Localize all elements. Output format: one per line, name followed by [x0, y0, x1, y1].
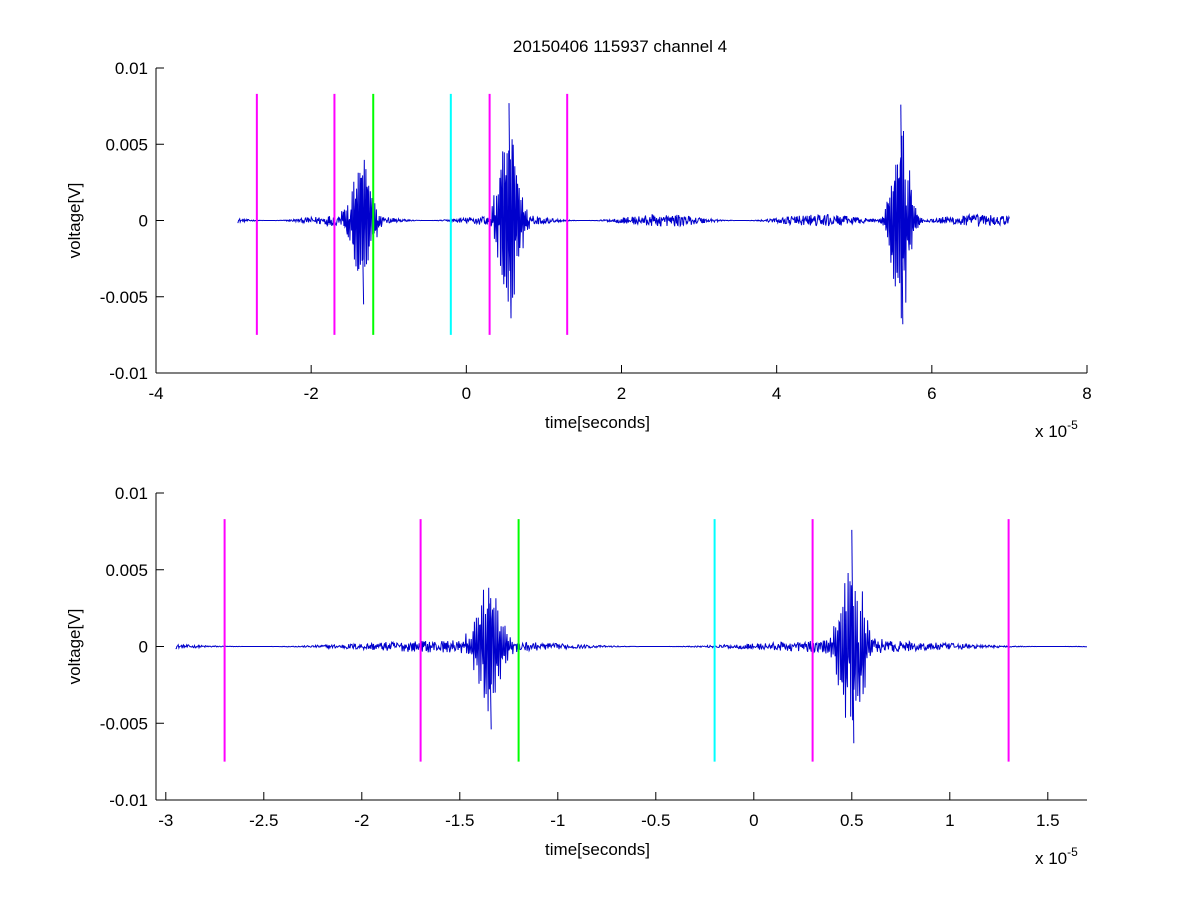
plot-top: -4 -2 0 2 4 6 8 -0.01 -0.005 0 0.005 0.01 time[secon…: [65, 59, 1092, 441]
x-tick-label: 1.5: [1036, 811, 1060, 830]
x-tick-label: 2: [617, 384, 626, 403]
x-multiplier-base: x 10: [1035, 849, 1067, 868]
x-tick-label: 6: [927, 384, 936, 403]
signal-trace: [175, 572, 1087, 721]
y-tick-label: 0.005: [105, 561, 148, 580]
x-tick-label: -3: [158, 811, 173, 830]
x-tick-label: 1: [945, 811, 954, 830]
x-tick-label: 4: [772, 384, 781, 403]
y-tick-label: -0.01: [109, 364, 148, 383]
y-tick-label: 0.005: [105, 135, 148, 154]
signal-trace: [237, 130, 1010, 319]
y-tick-label: 0: [139, 212, 148, 231]
x-multiplier-exponent: -5: [1067, 845, 1078, 859]
figure-title: 20150406 115937 channel 4: [513, 37, 727, 56]
y-tick-label: 0.01: [115, 59, 148, 78]
x-tick-label: -2.5: [249, 811, 278, 830]
x-multiplier-base: x 10: [1035, 422, 1067, 441]
x-multiplier: x 10-5: [1035, 418, 1078, 441]
plot-bottom: -3 -2.5 -2 -1.5 -1 -0.5 0 0.5 1 1.5 -0.01 -0.005 0 0.…: [65, 484, 1087, 868]
y-axis-label: voltage[V]: [65, 183, 84, 259]
x-tick-label: -1: [550, 811, 565, 830]
burst-peak: [851, 529, 855, 744]
burst-peak: [508, 103, 512, 319]
x-tick-label: 0.5: [840, 811, 864, 830]
y-tick-label: -0.005: [100, 288, 148, 307]
x-tick-label: -4: [148, 384, 163, 403]
burst-peak: [900, 104, 904, 325]
x-tick-label: -2: [354, 811, 369, 830]
y-axis-label: voltage[V]: [65, 609, 84, 685]
burst-peak: [488, 603, 492, 730]
x-tick-label: -2: [304, 384, 319, 403]
y-tick-label: -0.005: [100, 714, 148, 733]
x-tick-label: -1.5: [445, 811, 474, 830]
x-axis-label: time[seconds]: [545, 413, 650, 432]
x-tick-label: 0: [749, 811, 758, 830]
x-axis-label: time[seconds]: [545, 840, 650, 859]
x-multiplier: x 10-5: [1035, 845, 1078, 868]
x-tick-label: 0: [462, 384, 471, 403]
x-multiplier-exponent: -5: [1067, 418, 1078, 432]
x-tick-label: 8: [1082, 384, 1091, 403]
y-tick-label: 0.01: [115, 484, 148, 503]
burst-peak: [361, 177, 365, 305]
x-tick-label: -0.5: [641, 811, 670, 830]
y-tick-label: -0.01: [109, 791, 148, 810]
y-tick-label: 0: [139, 638, 148, 657]
